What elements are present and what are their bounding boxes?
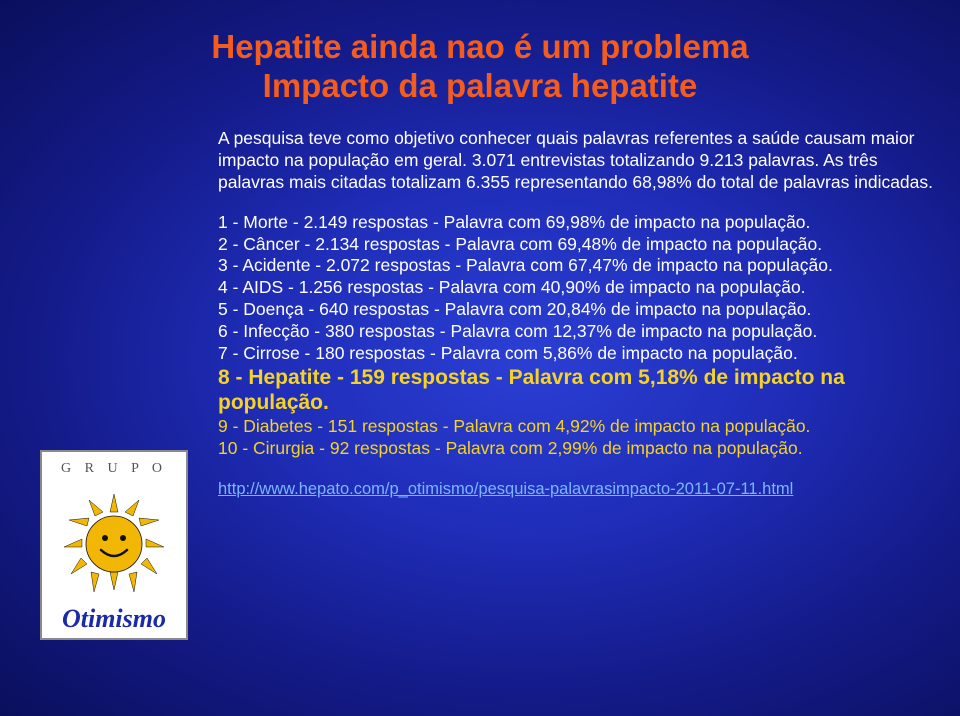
otimismo-logo: G R U P O [40, 450, 188, 640]
ranking-list: 1 - Morte - 2.149 respostas - Palavra co… [218, 212, 938, 460]
list-item: 10 - Cirurgia - 92 respostas - Palavra c… [218, 438, 938, 460]
title-line-2: Impacto da palavra hepatite [263, 67, 698, 104]
list-item: 6 - Infecção - 380 respostas - Palavra c… [218, 321, 938, 343]
logo-bottom-label: Otimismo [42, 604, 186, 634]
logo-top-label: G R U P O [42, 458, 186, 480]
source-url-wrap: http://www.hepato.com/p_otimismo/pesquis… [218, 480, 938, 499]
list-item: 3 - Acidente - 2.072 respostas - Palavra… [218, 255, 938, 277]
list-item: 4 - AIDS - 1.256 respostas - Palavra com… [218, 277, 938, 299]
sun-icon [42, 492, 186, 592]
content: A pesquisa teve como objetivo conhecer q… [218, 128, 938, 499]
slide-title: Hepatite ainda nao é um problema Impacto… [40, 28, 920, 106]
list-item-highlight: 8 - Hepatite - 159 respostas - Palavra c… [218, 365, 938, 416]
intro-paragraph: A pesquisa teve como objetivo conhecer q… [218, 128, 938, 194]
slide: Hepatite ainda nao é um problema Impacto… [0, 0, 960, 716]
title-line-1: Hepatite ainda nao é um problema [211, 28, 748, 65]
source-link[interactable]: http://www.hepato.com/p_otimismo/pesquis… [218, 480, 793, 498]
list-item: 5 - Doença - 640 respostas - Palavra com… [218, 299, 938, 321]
list-item: 7 - Cirrose - 180 respostas - Palavra co… [218, 343, 938, 365]
list-item: 1 - Morte - 2.149 respostas - Palavra co… [218, 212, 938, 234]
list-item: 9 - Diabetes - 151 respostas - Palavra c… [218, 416, 938, 438]
list-item: 2 - Câncer - 2.134 respostas - Palavra c… [218, 234, 938, 256]
